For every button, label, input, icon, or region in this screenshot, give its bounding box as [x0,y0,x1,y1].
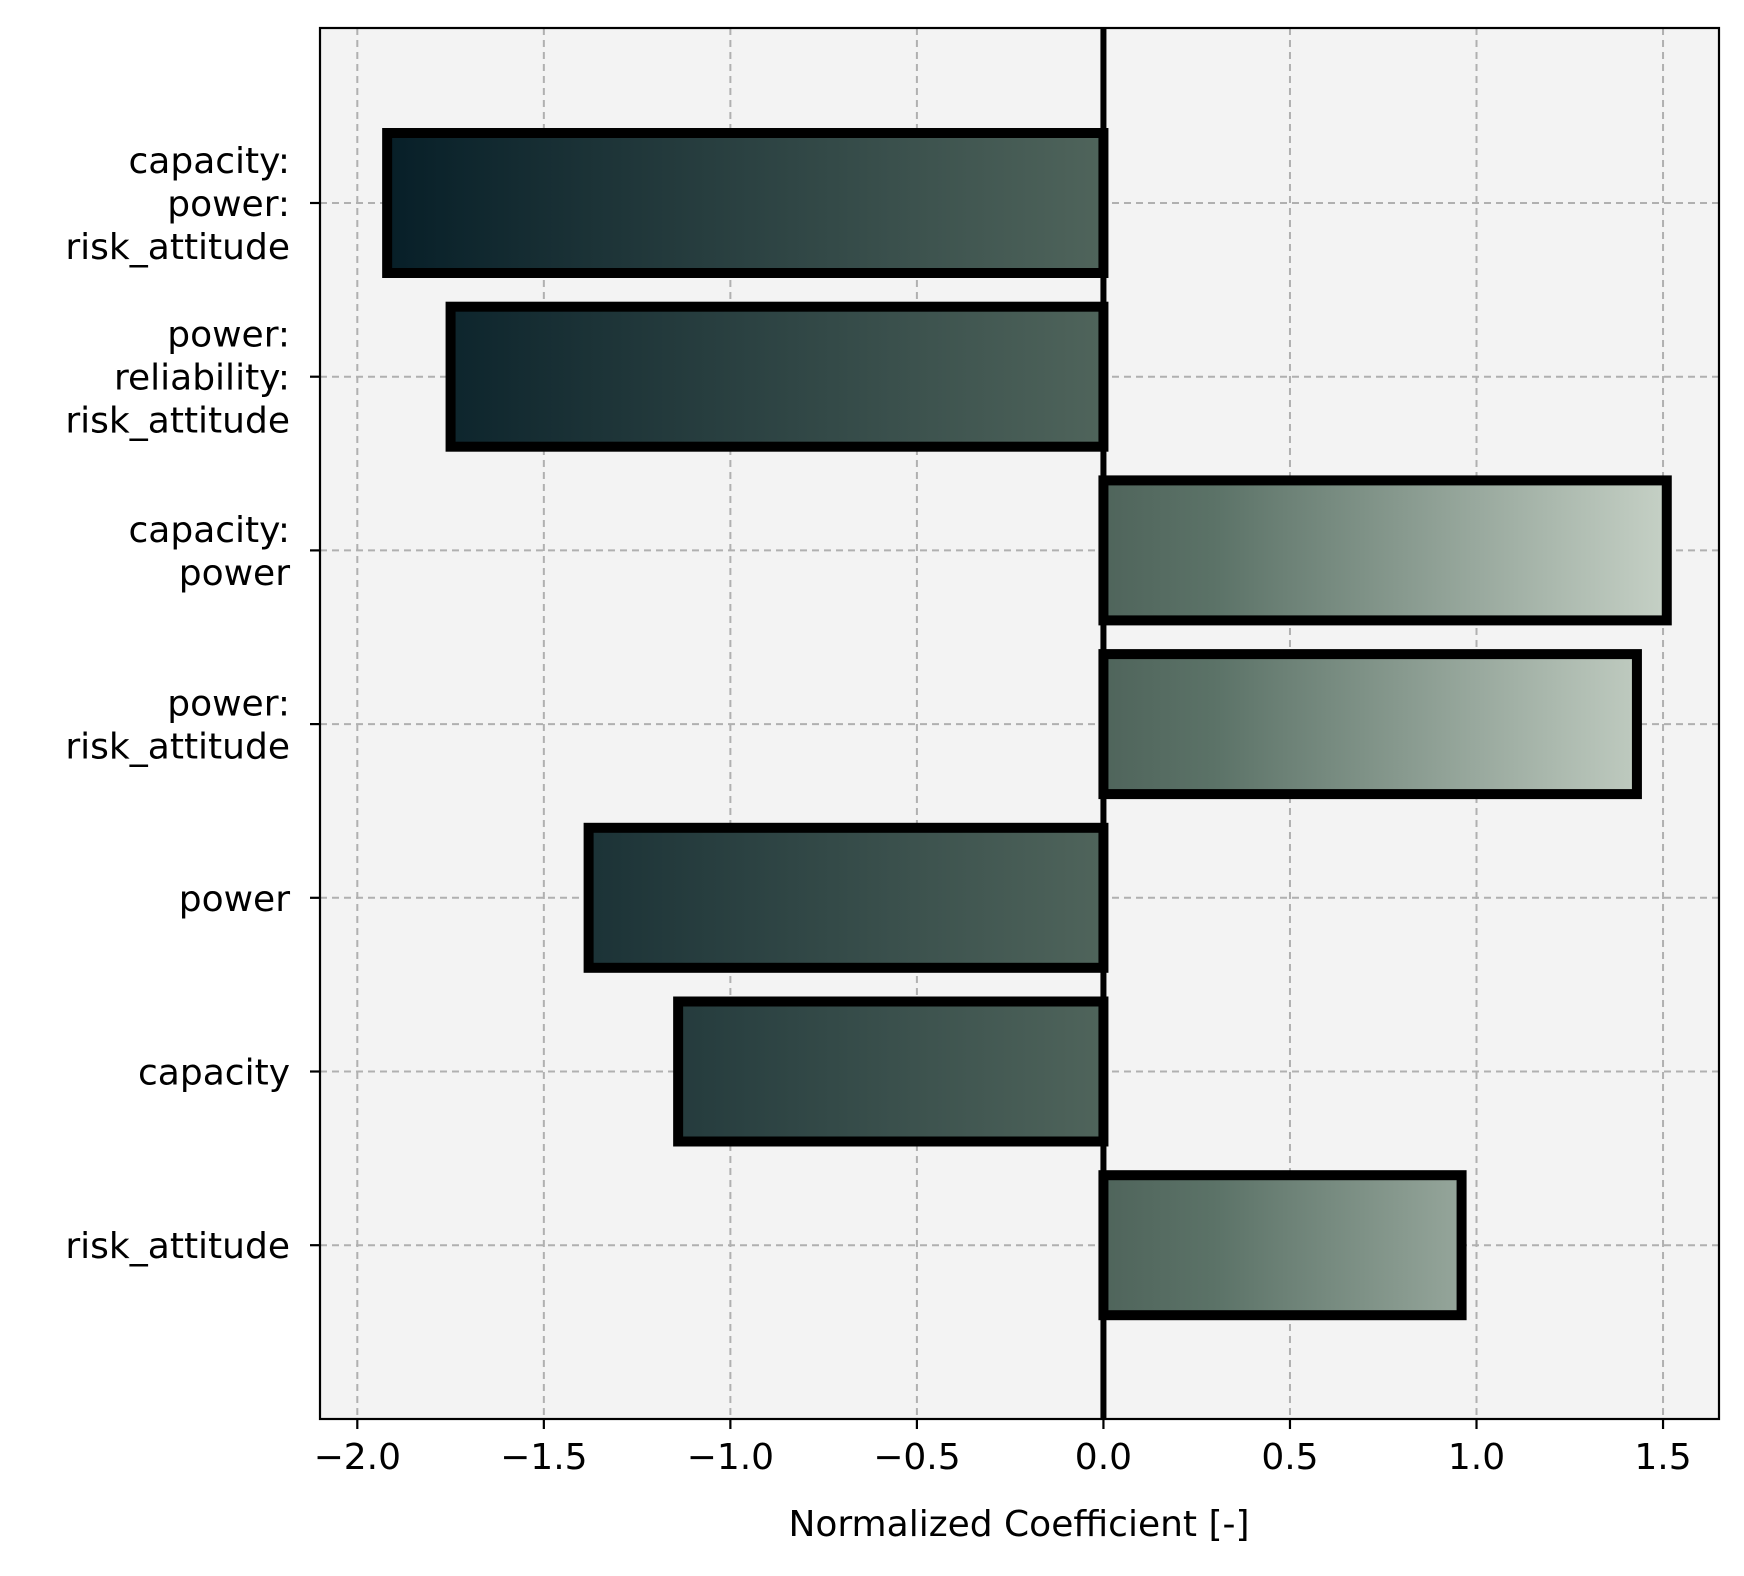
y-tick-label: capacity [138,1053,290,1094]
x-tick-label: −0.5 [873,1437,960,1478]
y-tick-label: power: reliability: risk_attitude [65,315,290,442]
x-tick-label: −2.0 [314,1437,401,1478]
x-axis-label: Normalized Coefficient [-] [788,1504,1249,1545]
bar [1098,1170,1467,1321]
y-tick-label: capacity: power: risk_attitude [65,141,290,268]
x-tick-label: 1.0 [1448,1437,1505,1478]
x-tick-label: 1.5 [1634,1437,1691,1478]
bar [1098,649,1642,800]
bar [445,301,1109,452]
y-tick-label: power: risk_attitude [65,684,290,768]
bar [382,128,1109,278]
bar [1098,475,1672,626]
x-tick-label: −1.5 [500,1437,587,1478]
x-tick-label: −1.0 [687,1437,774,1478]
y-tick-label: risk_attitude [65,1226,290,1267]
y-tick-label: power [179,879,290,920]
x-tick-label: 0.0 [1075,1437,1132,1478]
x-tick-label: 0.5 [1261,1437,1318,1478]
y-tick-label: capacity: power [129,510,291,594]
axis-ticks: −2.0 −1.5 −1.0 −0.5 0.0 0.5 1.0 1.5 capacity: pow… [65,141,1691,1478]
bars [382,128,1672,1321]
bar [673,996,1109,1147]
bar [583,822,1109,973]
